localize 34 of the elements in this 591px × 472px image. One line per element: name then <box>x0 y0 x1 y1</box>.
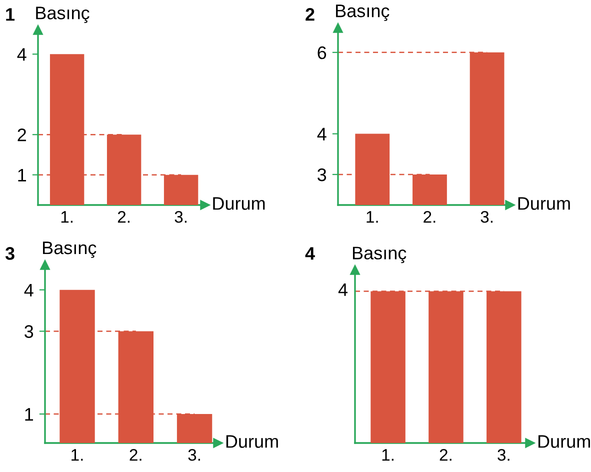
y-tick-label: 3 <box>318 168 326 182</box>
y-axis-title: Basınç <box>336 4 390 21</box>
x-tick-label: 1. <box>382 449 394 461</box>
chart-title: 4 <box>338 283 348 296</box>
x-tick-label: 1. <box>72 449 83 461</box>
x-tick-label: 3. <box>480 210 492 223</box>
chart-title: 2 <box>306 8 314 21</box>
y-tick-label: 3 <box>24 325 34 338</box>
y-tick-label: 6 <box>318 46 326 60</box>
y-axis-title: Basınç <box>36 6 90 23</box>
y-tick-label: 4 <box>317 128 326 140</box>
x-tick-label: 3. <box>174 210 186 223</box>
x-axis-title: Durum <box>226 435 278 448</box>
x-tick-label: 2. <box>440 448 452 461</box>
x-tick-label: 2. <box>424 210 436 223</box>
x-tick-label: 3. <box>498 448 510 461</box>
chart-title: 1 <box>6 8 15 21</box>
x-tick-label: 3. <box>188 448 200 461</box>
x-tick-label: 1. <box>61 211 72 223</box>
x-tick-label: 2. <box>130 448 142 461</box>
y-tick-label: 4 <box>24 284 34 296</box>
y-axis-title: Basınç <box>43 242 96 258</box>
y-tick-label: 1 <box>18 168 26 182</box>
x-axis-title: Durum <box>518 197 570 210</box>
x-axis-title: Durum <box>538 435 590 448</box>
y-axis-title: Basınç <box>352 246 406 264</box>
x-tick-label: 2. <box>118 210 130 223</box>
chart-title: 3 <box>5 247 14 260</box>
y-tick-label: 4 <box>17 48 26 61</box>
x-axis-title: Durum <box>213 197 265 210</box>
y-tick-label: 2 <box>18 128 26 142</box>
text: 4 <box>305 247 315 260</box>
y-tick-label: 1 <box>25 408 34 421</box>
x-tick-label: 1. <box>366 211 378 223</box>
